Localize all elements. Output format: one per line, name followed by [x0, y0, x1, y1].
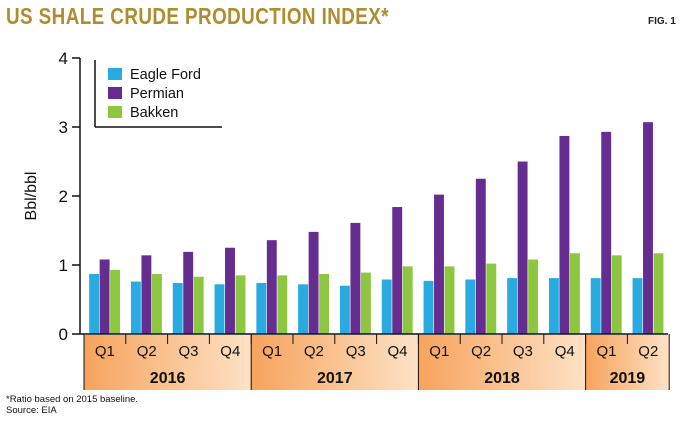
x-tick-label: Q4: [555, 343, 575, 360]
bar-permian: [392, 207, 403, 334]
bar-eagle-ford: [632, 278, 643, 334]
chart-title: US SHALE CRUDE PRODUCTION INDEX*: [6, 3, 390, 29]
x-tick-label: Q1: [596, 343, 616, 360]
x-tick-label: Q3: [178, 343, 198, 360]
x-tick-label: Q1: [262, 343, 282, 360]
legend-swatch-bakken: [108, 106, 122, 118]
bar-eagle-ford: [214, 284, 225, 334]
bar-bakken: [193, 276, 204, 334]
bar-permian: [434, 194, 444, 334]
bar-eagle-ford: [548, 278, 559, 334]
source-text: Source: EIA: [6, 405, 57, 416]
bar-bakken: [235, 275, 246, 334]
axes: 0 1 2 3 4: [59, 49, 670, 390]
year-band-2019: [585, 335, 670, 390]
bar-eagle-ford: [298, 284, 309, 334]
bar-permian: [225, 247, 235, 334]
bars: Q1 Q2 Q3 Q4 Q1 Q2 Q3 Q4 Q1 Q2 Q3 Q4 Q1 Q2: [89, 122, 664, 360]
bar-bakken: [528, 259, 539, 334]
bar-permian: [99, 259, 110, 334]
x-tick-label: Q3: [513, 343, 533, 360]
legend-swatch-eagle-ford: [108, 68, 122, 80]
bar-permian: [559, 135, 570, 334]
legend-label: Eagle Ford: [130, 67, 201, 83]
bar-permian: [475, 178, 486, 334]
x-tick-label: Q1: [95, 343, 115, 360]
y-tick-label: 3: [59, 118, 68, 137]
footnote-text: *Ratio based on 2015 baseline.: [6, 394, 139, 405]
bar-permian: [517, 161, 528, 334]
figure-label: FIG. 1: [648, 16, 676, 27]
y-tick-label: 2: [59, 187, 68, 206]
bar-permian: [308, 231, 319, 334]
legend-label: Permian: [130, 86, 184, 102]
bar-eagle-ford: [89, 273, 100, 334]
x-tick-label: Q2: [638, 343, 658, 360]
legend: Eagle Ford Permian Bakken: [94, 60, 222, 128]
bar-bakken: [151, 273, 162, 334]
year-label: 2017: [317, 370, 353, 387]
bar-bakken: [277, 275, 288, 334]
bar-bakken: [653, 253, 664, 334]
year-label: 2019: [610, 370, 646, 387]
bar-eagle-ford: [423, 280, 434, 334]
bar-eagle-ford: [339, 285, 350, 334]
axis-labels: Bbl/bbl: [23, 172, 40, 221]
legend-label: Bakken: [130, 105, 178, 121]
bar-eagle-ford: [465, 279, 476, 334]
bar-eagle-ford: [590, 278, 601, 334]
bar-eagle-ford: [130, 281, 141, 334]
x-tick-label: Q4: [220, 343, 240, 360]
bar-permian: [183, 251, 194, 334]
y-tick-label: 4: [59, 49, 68, 68]
year-bands: 2016 2017 2018 2019: [84, 335, 670, 390]
y-tick-label: 0: [59, 325, 68, 344]
year-band-2016: [84, 335, 252, 390]
bar-bakken: [402, 266, 413, 334]
x-tick-label: Q2: [137, 343, 157, 360]
year-label: 2018: [484, 370, 520, 387]
bar-permian: [266, 240, 277, 334]
y-tick-label: 1: [59, 256, 68, 275]
bar-bakken: [360, 272, 371, 334]
footnote: *Ratio based on 2015 baseline. Source: E…: [6, 394, 138, 416]
bar-permian: [141, 255, 152, 334]
x-tick-label: Q1: [429, 343, 449, 360]
x-tick-label: Q2: [471, 343, 491, 360]
x-tick-label: Q2: [304, 343, 324, 360]
year-band-2018: [418, 335, 586, 390]
bar-bakken: [569, 253, 580, 334]
bar-bakken: [611, 255, 622, 334]
bar-eagle-ford: [507, 278, 518, 334]
x-tick-label: Q3: [346, 343, 366, 360]
bar-bakken: [486, 263, 497, 334]
bar-bakken: [319, 273, 330, 334]
x-tick-label: Q4: [387, 343, 407, 360]
bar-permian: [643, 122, 653, 334]
year-label: 2016: [150, 370, 186, 387]
legend-swatch-permian: [108, 87, 122, 99]
year-band-2017: [251, 335, 419, 390]
bar-eagle-ford: [172, 282, 183, 334]
bar-permian: [350, 222, 361, 334]
bar-bakken: [444, 266, 455, 334]
bar-eagle-ford: [381, 279, 392, 334]
bar-eagle-ford: [256, 282, 267, 334]
y-axis-title: Bbl/bbl: [23, 172, 40, 221]
bar-bakken: [110, 269, 121, 334]
bar-permian: [601, 131, 612, 334]
